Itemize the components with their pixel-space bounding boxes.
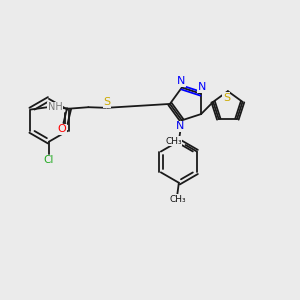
Text: N: N xyxy=(176,121,184,131)
Text: N: N xyxy=(177,76,185,86)
Text: O: O xyxy=(58,124,66,134)
Text: N: N xyxy=(197,82,206,92)
Text: Cl: Cl xyxy=(44,154,54,164)
Text: CH₃: CH₃ xyxy=(165,137,182,146)
Text: NH: NH xyxy=(48,102,62,112)
Text: S: S xyxy=(103,98,110,107)
Text: S: S xyxy=(223,93,230,103)
Text: CH₃: CH₃ xyxy=(169,195,186,204)
